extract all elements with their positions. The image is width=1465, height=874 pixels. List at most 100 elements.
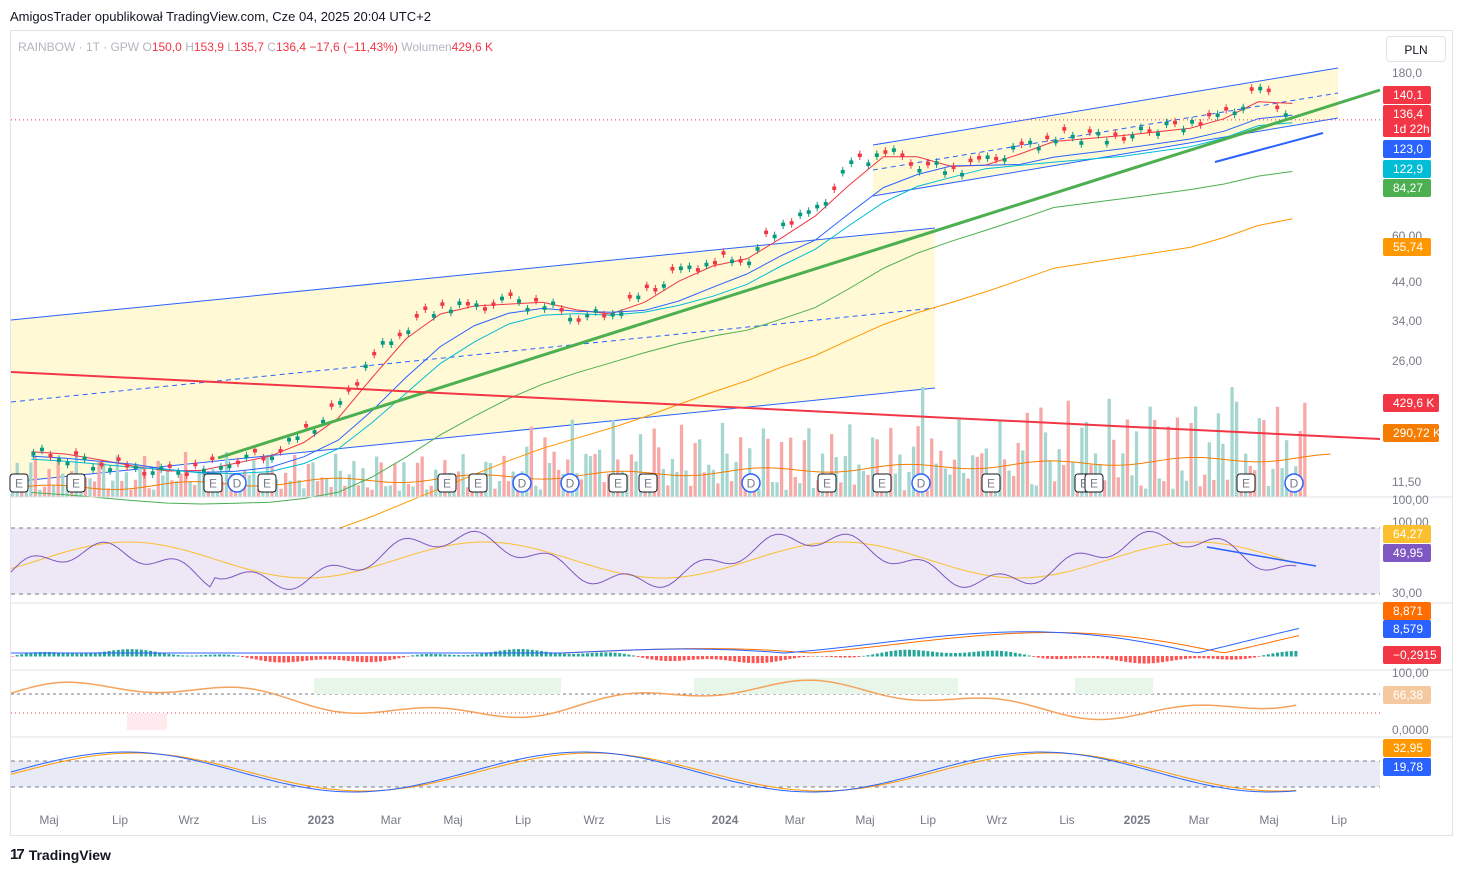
macd-hist-bar xyxy=(1289,651,1293,657)
price-tag-bg xyxy=(1383,394,1439,412)
rsi-tag: 49,95 xyxy=(1383,544,1431,562)
candle xyxy=(116,457,121,461)
candle xyxy=(1155,132,1160,136)
volume-bar xyxy=(174,481,179,497)
candle xyxy=(653,287,658,292)
macd-hist-bar xyxy=(627,654,631,657)
candle xyxy=(1070,134,1075,139)
candle xyxy=(1258,86,1263,91)
volume-bar xyxy=(980,453,984,497)
macd-hist-bar xyxy=(402,656,405,658)
volume-bar xyxy=(11,491,15,497)
candle xyxy=(1053,139,1058,144)
volume-value: 429,6 K xyxy=(451,40,494,54)
volume-bar xyxy=(92,481,97,497)
candle xyxy=(1130,134,1135,139)
macd-hist-bar xyxy=(1059,656,1063,660)
volume-bar xyxy=(379,462,383,497)
macd-hist-bar xyxy=(1110,656,1114,660)
volume-bar xyxy=(33,456,38,497)
macd-hist-bar xyxy=(797,656,801,658)
macd-hist-bar xyxy=(227,654,231,657)
macd-hist-bar xyxy=(931,651,934,657)
volume-bar xyxy=(415,462,420,497)
event-marker xyxy=(203,473,223,493)
candle xyxy=(1207,112,1212,117)
macd-hist-bar xyxy=(388,656,392,661)
price-tag-bg xyxy=(1383,238,1431,256)
macd-hist-bar xyxy=(245,656,249,658)
currency-button[interactable]: PLN xyxy=(1386,36,1446,62)
macd-hist-bar xyxy=(93,652,97,657)
candle xyxy=(559,308,564,312)
candle xyxy=(235,460,240,465)
macd-hist-bar xyxy=(181,655,185,657)
macd-signal-tag-value: 8,871 xyxy=(1393,604,1423,618)
macd-hist-bar xyxy=(268,656,272,662)
volume-bar xyxy=(388,485,392,497)
macd-hist-bar xyxy=(664,656,668,661)
macd-hist-bar xyxy=(871,654,875,657)
price-tick-label: 26,00 xyxy=(1392,354,1422,368)
volume-bar xyxy=(429,485,433,497)
price-tag-value: 290,72 K xyxy=(1393,426,1441,440)
volume-bar xyxy=(593,453,597,497)
macd-hist-bar xyxy=(107,650,111,657)
volume-bar xyxy=(347,474,351,497)
event-marker-label: E xyxy=(614,477,622,491)
macd-hist-bar xyxy=(43,651,47,657)
time-tick-label: Lip xyxy=(112,813,128,827)
macd-hist-bar xyxy=(737,656,741,663)
macd-hist-bar xyxy=(935,652,939,657)
ma-green-line xyxy=(31,171,1293,505)
volume-bar xyxy=(1130,475,1134,497)
price-tag-value: 123,0 xyxy=(1393,142,1423,156)
macd-hist-bar xyxy=(1234,656,1238,660)
macd-hist-bar xyxy=(774,656,778,662)
macd-signal-tag-bg xyxy=(1383,602,1431,620)
macd-hist-bar xyxy=(949,653,953,657)
macd-hist-bar xyxy=(1133,656,1137,664)
time-tick-label: Maj xyxy=(1259,813,1278,827)
candle xyxy=(968,158,973,163)
macd-hist-bar xyxy=(300,656,304,662)
candle xyxy=(636,295,641,300)
candle xyxy=(142,471,147,476)
candle xyxy=(704,262,709,267)
volume-bar xyxy=(725,453,729,497)
macd-hist-bar xyxy=(728,656,732,661)
macd-hist-bar xyxy=(1050,656,1054,659)
macd-hist-bar xyxy=(572,653,576,657)
volume-bar xyxy=(147,488,151,497)
macd-hist-bar xyxy=(1207,656,1210,659)
volume-bar xyxy=(602,482,606,497)
macd-hist-bar xyxy=(986,650,990,657)
candle xyxy=(772,234,777,239)
volume-bar xyxy=(898,454,902,497)
volume-bar xyxy=(802,440,806,497)
candle xyxy=(849,160,854,164)
volume-bar xyxy=(425,489,429,497)
osc-line xyxy=(10,679,1297,721)
candle xyxy=(602,313,607,318)
candle xyxy=(1241,106,1246,111)
time-tick-label: Maj xyxy=(855,813,874,827)
candle xyxy=(1104,140,1109,145)
volume-bar xyxy=(288,480,292,497)
macd-hist-bar xyxy=(162,653,166,657)
candle xyxy=(712,260,717,265)
candle xyxy=(31,451,36,456)
event-marker xyxy=(227,473,247,493)
candle xyxy=(287,437,292,442)
volume-bar xyxy=(1066,400,1070,497)
volume-bar xyxy=(329,486,333,497)
candle xyxy=(1019,141,1024,146)
macd-hist-bar xyxy=(544,651,548,657)
volume-bar xyxy=(224,451,229,497)
upper-channel-mid xyxy=(872,92,1339,171)
macd-hist-bar xyxy=(448,654,451,657)
volume-bar xyxy=(848,424,852,497)
macd-hist-bar xyxy=(415,654,419,657)
price-tag: 136,41d 22h xyxy=(1383,105,1431,137)
